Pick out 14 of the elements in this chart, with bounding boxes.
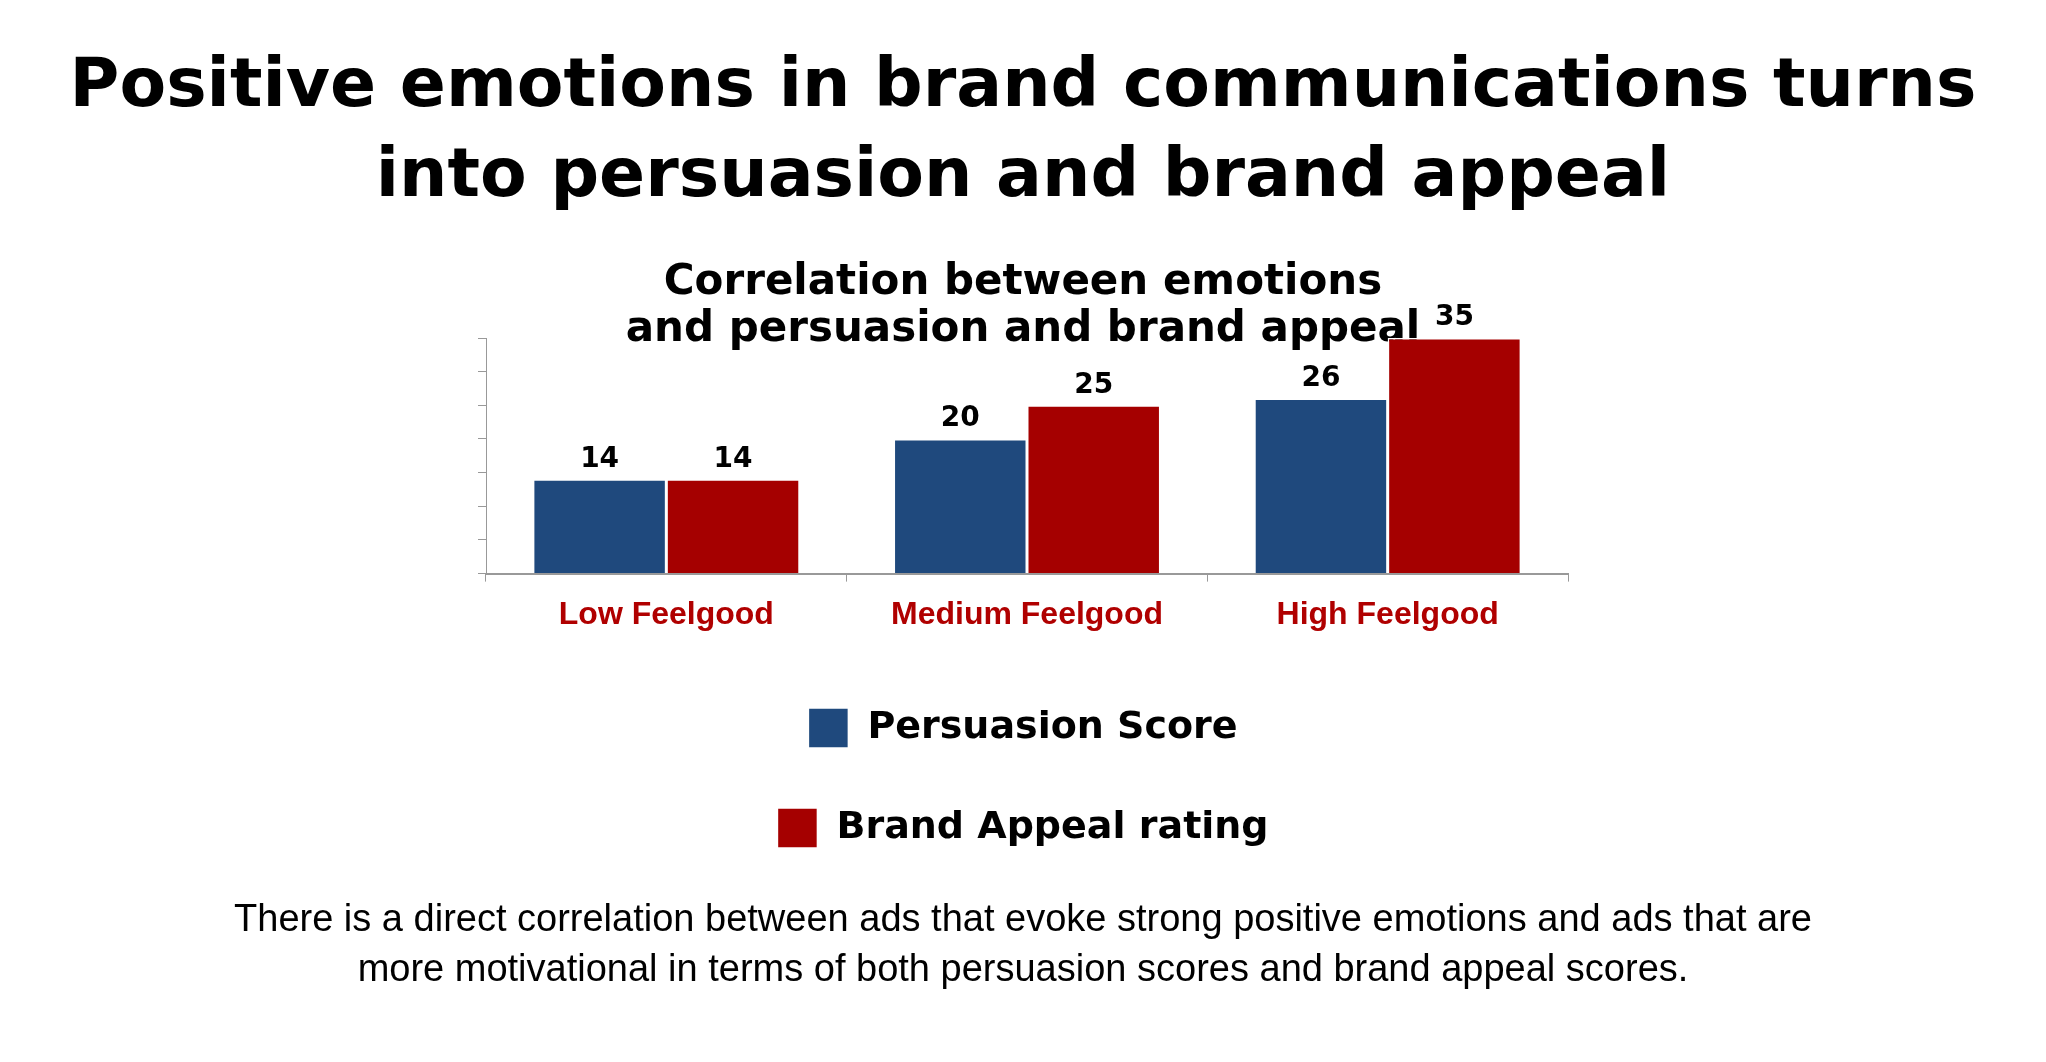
chart-subtitle: Correlation between emotions and persuasion and brand appeal [624, 255, 1422, 351]
data-label: 25 [1074, 366, 1114, 400]
text: There is a direct correlation between ads that evoke strong positive emotions and ads that are more motivational in terms of both persuasion scores and brand appeal scores. [233, 896, 1813, 991]
x-tick-label: Medium Feelgood [891, 594, 1163, 631]
legend-label: Persuasion Score [867, 702, 1238, 747]
data-label: 14 [713, 440, 753, 474]
data-label: 35 [1434, 299, 1474, 333]
data-label: 14 [580, 440, 620, 474]
data-label: 26 [1301, 359, 1341, 393]
x-tick-label: High Feelgood [1276, 594, 1499, 631]
x-tick-label: Low Feelgood [558, 594, 774, 631]
data-label: 20 [940, 400, 980, 434]
chart-title: Positive emotions in brand communications turns into persuasion and brand appeal [68, 42, 1978, 214]
legend-label: Brand Appeal rating [836, 802, 1269, 847]
